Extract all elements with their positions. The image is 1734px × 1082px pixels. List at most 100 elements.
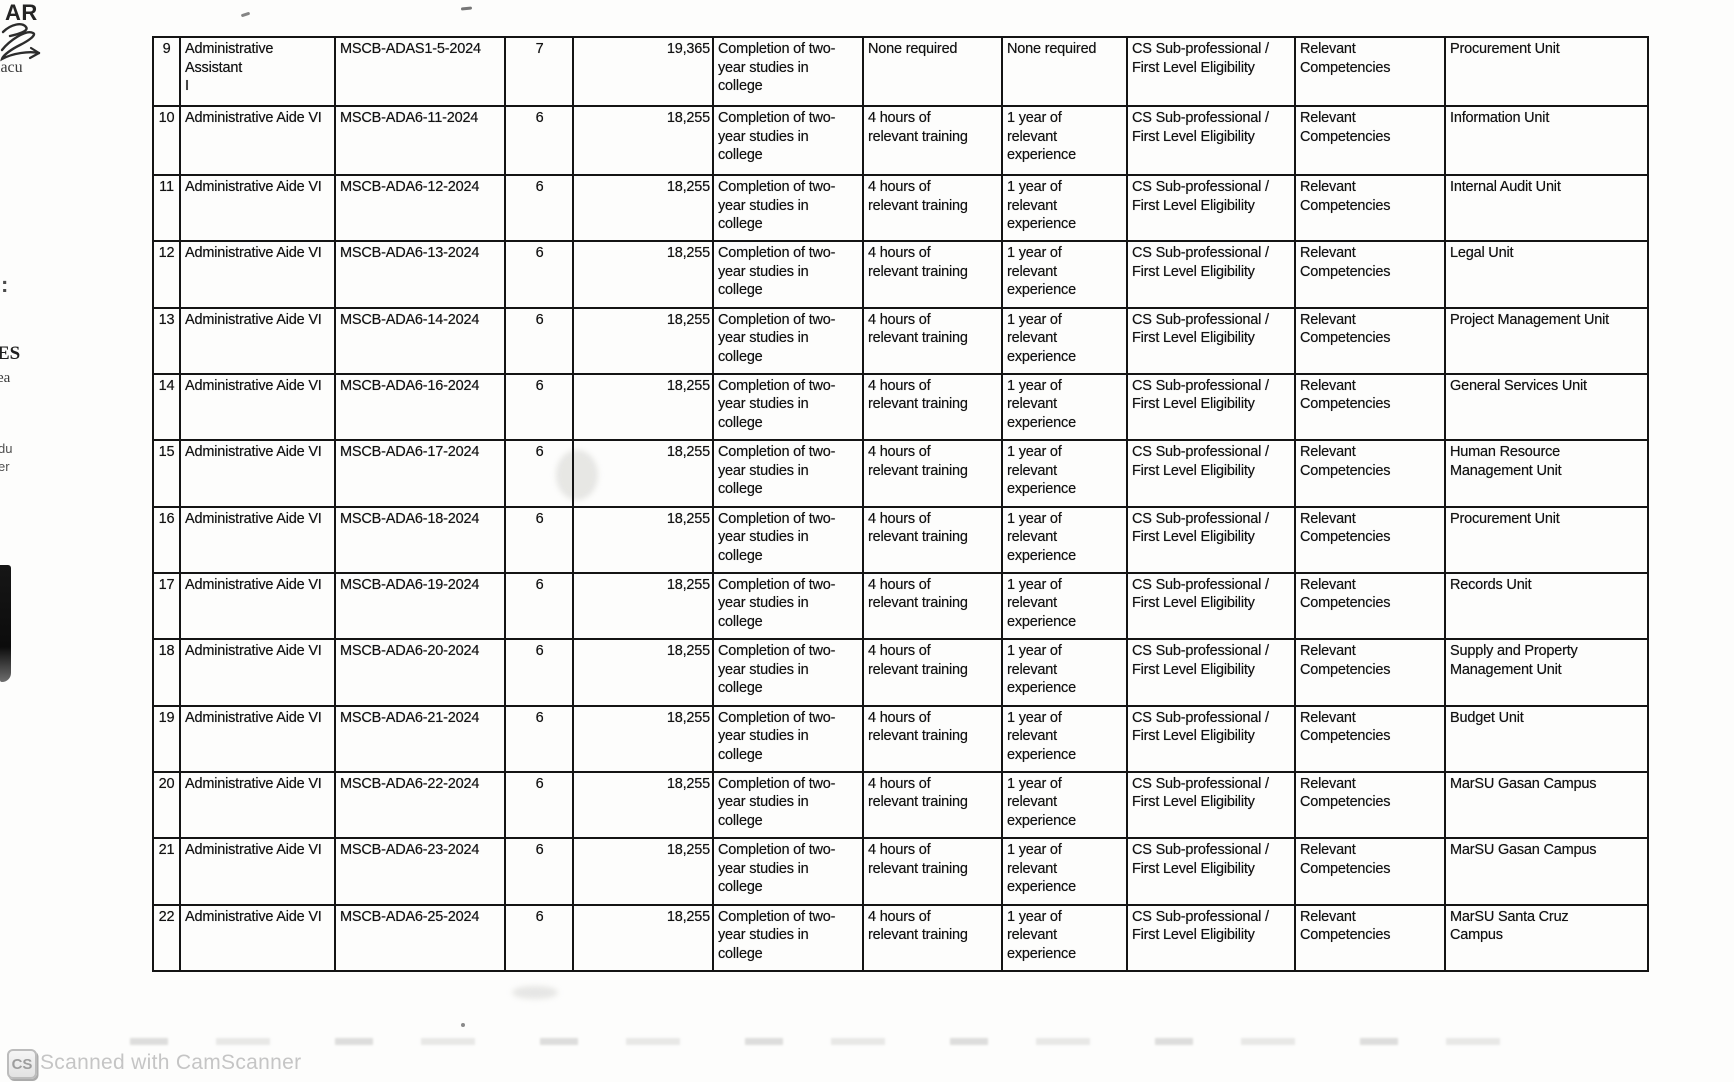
cell-salary-grade: 6 [504,770,574,840]
cell-row-number: 17 [152,571,181,641]
cell-education: Completion of two- year studies in colle… [712,439,864,508]
cell-monthly-salary: 18,255 [572,439,714,508]
cell-experience: 1 year of relevant experience [1001,837,1128,906]
cell-competency: Relevant Competencies [1294,770,1446,840]
cell-eligibility: CS Sub-professional / First Level Eligib… [1126,704,1296,773]
cell-item-number: MSCB-ADA6-20-2024 [334,638,506,707]
cell-education: Completion of two- year studies in colle… [712,240,864,309]
cell-eligibility: CS Sub-professional / First Level Eligib… [1126,439,1296,508]
cell-position-title: Administrative Aide VI [179,770,336,840]
scan-speck [461,1023,465,1027]
cell-education: Completion of two- year studies in colle… [712,306,864,375]
cell-eligibility: CS Sub-professional / First Level Eligib… [1126,571,1296,641]
table-row: 22 Administrative Aide VI MSCB-ADA6-25-2… [152,903,1649,973]
cell-salary-grade: 6 [504,571,574,641]
cell-position-title: Administrative Aide VI [179,505,336,574]
cell-education: Completion of two- year studies in colle… [712,173,864,243]
scan-speck [460,6,473,11]
table-row: 15 Administrative Aide VI MSCB-ADA6-17-2… [152,439,1649,508]
cell-monthly-salary: 18,255 [572,903,714,973]
cell-competency: Relevant Competencies [1294,837,1446,906]
cell-item-number: MSCB-ADA6-22-2024 [334,770,506,840]
cell-salary-grade: 6 [504,240,574,309]
cell-competency: Relevant Competencies [1294,306,1446,375]
cell-place-of-assignment: Human Resource Management Unit [1444,439,1649,508]
cell-monthly-salary: 18,255 [572,770,714,840]
cell-eligibility: CS Sub-professional / First Level Eligib… [1126,173,1296,243]
cell-item-number: MSCB-ADA6-12-2024 [334,173,506,243]
scan-speck [240,11,251,18]
cell-position-title: Administrative Assistant I [179,36,336,107]
cell-experience: 1 year of relevant experience [1001,306,1128,375]
margin-fragment-du: du [0,441,13,456]
table-row: 17 Administrative Aide VI MSCB-ADA6-19-2… [152,571,1649,641]
cell-salary-grade: 6 [504,704,574,773]
cell-competency: Relevant Competencies [1294,571,1446,641]
table-row: 12 Administrative Aide VI MSCB-ADA6-13-2… [152,240,1649,309]
cell-experience: 1 year of relevant experience [1001,240,1128,309]
scan-ghost-text-line [130,1038,1530,1045]
cell-row-number: 16 [152,505,181,574]
cell-place-of-assignment: MarSU Santa Cruz Campus [1444,903,1649,973]
cell-education: Completion of two- year studies in colle… [712,704,864,773]
cell-position-title: Administrative Aide VI [179,105,336,176]
cell-competency: Relevant Competencies [1294,173,1446,243]
cell-education: Completion of two- year studies in colle… [712,837,864,906]
cell-position-title: Administrative Aide VI [179,571,336,641]
cell-eligibility: CS Sub-professional / First Level Eligib… [1126,638,1296,707]
cell-row-number: 19 [152,704,181,773]
cell-position-title: Administrative Aide VI [179,903,336,973]
cell-training: 4 hours of relevant training [862,173,1003,243]
cell-place-of-assignment: MarSU Gasan Campus [1444,837,1649,906]
cell-monthly-salary: 18,255 [572,505,714,574]
cell-salary-grade: 6 [504,638,574,707]
cell-monthly-salary: 18,255 [572,240,714,309]
table-row: 11 Administrative Aide VI MSCB-ADA6-12-2… [152,173,1649,243]
cell-place-of-assignment: Budget Unit [1444,704,1649,773]
cell-item-number: MSCB-ADA6-19-2024 [334,571,506,641]
cell-position-title: Administrative Aide VI [179,638,336,707]
cell-place-of-assignment: Project Management Unit [1444,306,1649,375]
cell-eligibility: CS Sub-professional / First Level Eligib… [1126,306,1296,375]
cell-competency: Relevant Competencies [1294,36,1446,107]
handwriting-scribble-icon [0,23,41,62]
cell-item-number: MSCB-ADA6-13-2024 [334,240,506,309]
cell-place-of-assignment: Internal Audit Unit [1444,173,1649,243]
table-row: 14 Administrative Aide VI MSCB-ADA6-16-2… [152,372,1649,442]
cell-eligibility: CS Sub-professional / First Level Eligib… [1126,105,1296,176]
cell-salary-grade: 6 [504,306,574,375]
cell-eligibility: CS Sub-professional / First Level Eligib… [1126,770,1296,840]
cell-training: 4 hours of relevant training [862,638,1003,707]
cell-place-of-assignment: Procurement Unit [1444,505,1649,574]
table-row: 21 Administrative Aide VI MSCB-ADA6-23-2… [152,837,1649,906]
cell-row-number: 13 [152,306,181,375]
cell-education: Completion of two- year studies in colle… [712,903,864,973]
cell-experience: 1 year of relevant experience [1001,704,1128,773]
camscanner-watermark-text: Scanned with CamScanner [40,1051,302,1074]
margin-fragment-lacu: lacu [0,59,23,76]
cell-education: Completion of two- year studies in colle… [712,638,864,707]
scan-smudge [512,986,558,999]
cell-training: 4 hours of relevant training [862,505,1003,574]
cell-education: Completion of two- year studies in colle… [712,770,864,840]
cell-eligibility: CS Sub-professional / First Level Eligib… [1126,837,1296,906]
cell-monthly-salary: 19,365 [572,36,714,107]
cell-training: 4 hours of relevant training [862,439,1003,508]
cell-experience: 1 year of relevant experience [1001,505,1128,574]
cell-item-number: MSCB-ADA6-25-2024 [334,903,506,973]
cell-experience: 1 year of relevant experience [1001,903,1128,973]
cell-place-of-assignment: Supply and Property Management Unit [1444,638,1649,707]
cell-row-number: 10 [152,105,181,176]
cell-position-title: Administrative Aide VI [179,306,336,375]
cell-position-title: Administrative Aide VI [179,704,336,773]
cell-training: 4 hours of relevant training [862,306,1003,375]
vacancy-table-body: 9 Administrative Assistant I MSCB-ADAS1-… [152,36,1649,973]
table-row: 9 Administrative Assistant I MSCB-ADAS1-… [152,36,1649,107]
cell-education: Completion of two- year studies in colle… [712,505,864,574]
cell-row-number: 15 [152,439,181,508]
cell-experience: 1 year of relevant experience [1001,173,1128,243]
cell-salary-grade: 6 [504,105,574,176]
cell-competency: Relevant Competencies [1294,505,1446,574]
cell-competency: Relevant Competencies [1294,240,1446,309]
cell-row-number: 21 [152,837,181,906]
